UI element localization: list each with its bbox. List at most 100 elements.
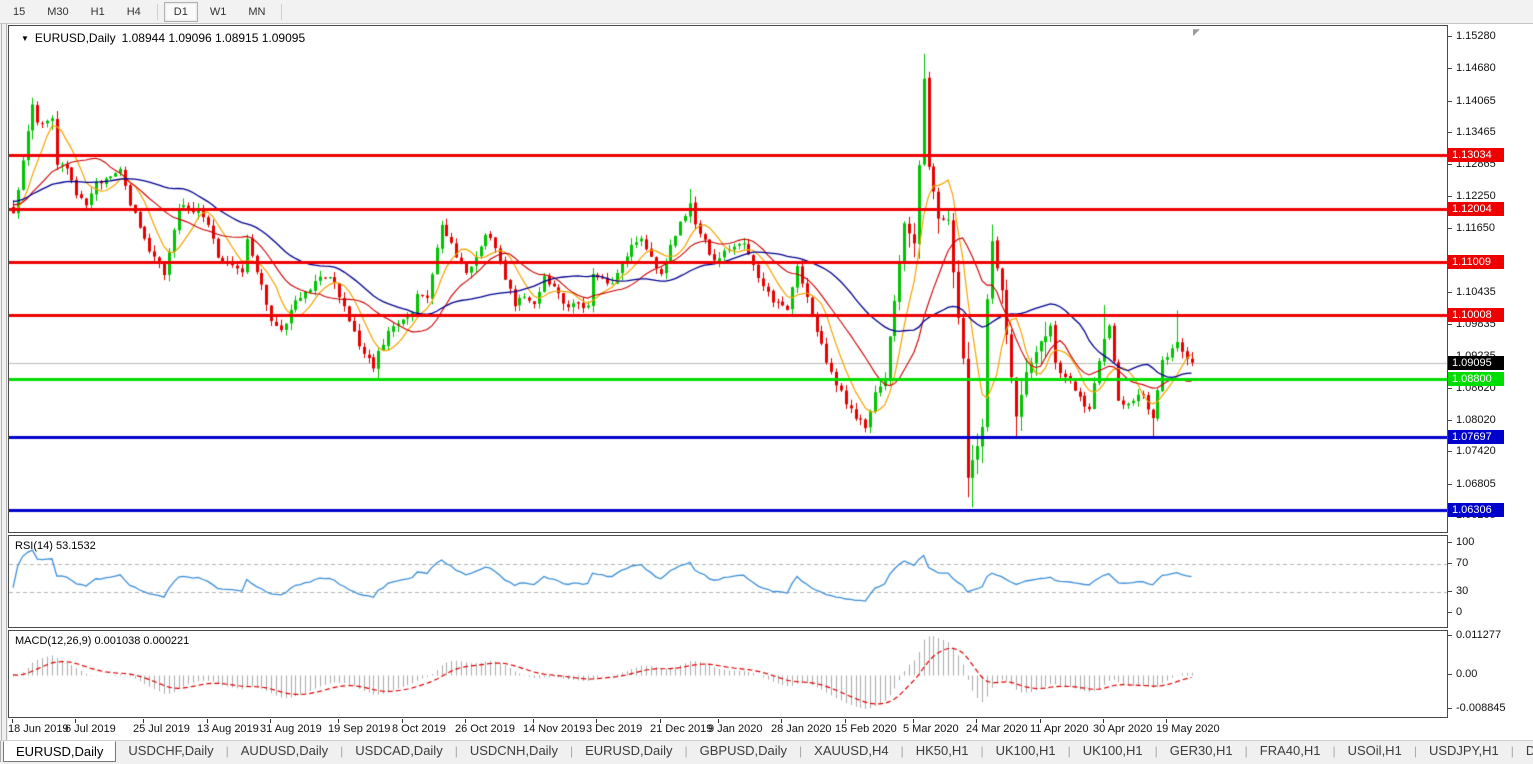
chart-tab-xauusd-h4[interactable]: XAUUSD,H4 (814, 743, 889, 758)
timeframe-button-mn[interactable]: MN (248, 5, 266, 18)
date-tick-mark (143, 719, 144, 723)
chart-tab-uk100-h1[interactable]: UK100,H1 (1082, 743, 1143, 758)
macd-tick-label: 0.00 (1456, 668, 1478, 680)
timeframe-button-w1[interactable]: W1 (209, 5, 227, 18)
date-tick-label: 24 Mar 2020 (966, 723, 1028, 735)
tab-separator: | (1154, 744, 1158, 758)
chart-tab-usdcnh-daily[interactable]: USDCNH,Daily (469, 743, 558, 758)
date-tick-label: 31 Aug 2019 (260, 723, 322, 735)
date-tick-mark (718, 719, 719, 723)
level-price-label: 1.07697 (1448, 430, 1504, 444)
timeframe-button-d1[interactable]: D1 (163, 1, 198, 22)
chart-shift-marker[interactable]: ◤ (1193, 27, 1200, 37)
price-tick-label: 1.11650 (1456, 222, 1495, 234)
chart-tab-usdjpy-h1[interactable]: USDJPY,H1 (1428, 743, 1499, 758)
tab-separator: | (1067, 744, 1071, 758)
date-tick-mark (845, 719, 846, 723)
toolbar-divider (156, 3, 158, 20)
date-tick-label: 14 Nov 2019 (523, 723, 586, 735)
chart-tab-gbpusd-daily[interactable]: GBPUSD,Daily (699, 743, 788, 758)
date-tick-mark (1040, 719, 1041, 723)
price-tick-label: 1.15280 (1456, 30, 1496, 42)
chart-tab-bar: EURUSD,Daily USDCHF,Daily | AUDUSD,Daily | US… (0, 740, 1533, 764)
date-tick-mark (913, 719, 914, 723)
macd-indicator-pane: MACD(12,26,9) 0.001038 0.000221 (8, 630, 1448, 718)
window-left-frame (0, 24, 8, 764)
date-tick-label: 21 Dec 2019 (650, 723, 713, 735)
chart-tab-dj30-daily[interactable]: DJ30,Daily (1525, 743, 1533, 758)
chart-tab-usdchf-daily[interactable]: USDCHF,Daily (128, 743, 214, 758)
date-tick-label: 19 May 2020 (1156, 723, 1220, 735)
axis-tick (1448, 324, 1452, 325)
chart-tab-uk100-h1[interactable]: UK100,H1 (995, 743, 1056, 758)
timeframe-button-h1[interactable]: H1 (90, 5, 105, 18)
chart-tab-usdcad-daily[interactable]: USDCAD,Daily (355, 743, 443, 758)
date-tick-mark (465, 719, 466, 723)
rsi-indicator-pane: RSI(14) 53.1532 (8, 535, 1448, 628)
chart-tab-hk50-h1[interactable]: HK50,H1 (915, 743, 969, 758)
level-price-label: 1.11009 (1448, 255, 1504, 269)
tab-separator: | (980, 744, 984, 758)
price-tick-label: 1.13465 (1456, 126, 1496, 138)
axis-tick (1448, 542, 1452, 543)
tab-separator: | (799, 744, 803, 758)
timeframe-button-h4[interactable]: H4 (126, 5, 141, 18)
axis-tick (1448, 563, 1452, 564)
chart-tab-eurusd-daily[interactable]: EURUSD,Daily (3, 741, 117, 762)
tab-separator: | (1510, 744, 1514, 758)
level-price-label: 1.06306 (1448, 503, 1504, 517)
axis-tick (1448, 635, 1452, 636)
axis-tick (1448, 228, 1452, 229)
chart-tab-eurusd-daily[interactable]: EURUSD,Daily (585, 743, 673, 758)
axis-tick (1448, 68, 1452, 69)
date-tick-label: 5 Mar 2020 (903, 723, 959, 735)
symbol-dropdown-icon[interactable]: ▼ (21, 33, 29, 43)
date-tick-label: 19 Sep 2019 (328, 723, 391, 735)
rsi-tick-label: 70 (1456, 557, 1469, 569)
chart-tab-ger30-h1[interactable]: GER30,H1 (1169, 743, 1233, 758)
level-price-label: 1.08800 (1448, 372, 1504, 386)
chart-tab-usoil-h1[interactable]: USOil,H1 (1347, 743, 1402, 758)
tab-separator: | (1332, 744, 1336, 758)
level-price-label: 1.10008 (1448, 308, 1504, 322)
date-tick-label: 13 Aug 2019 (197, 723, 259, 735)
price-chart-canvas[interactable] (9, 26, 1447, 532)
axis-tick (1448, 196, 1452, 197)
chart-ohlc-values: 1.08944 1.09096 1.08915 1.09095 (121, 31, 306, 45)
date-tick-mark (270, 719, 271, 723)
price-axis[interactable]: 1.15280 1.14680 1.14065 1.13465 1.12865 1.122… (1448, 25, 1533, 718)
chart-tab-audusd-daily[interactable]: AUDUSD,Daily (240, 743, 329, 758)
tab-separator: | (454, 744, 458, 758)
rsi-canvas[interactable] (9, 536, 1447, 627)
axis-tick (1448, 708, 1452, 709)
date-axis[interactable]: 18 Jun 2019 6 Jul 2019 25 Jul 2019 13 Aug 2… (8, 719, 1448, 739)
date-tick-mark (1103, 719, 1104, 723)
axis-tick (1448, 36, 1452, 37)
date-tick-mark (533, 719, 534, 723)
timeframe-button-m30[interactable]: M30 (47, 5, 69, 18)
date-tick-label: 3 Dec 2019 (586, 723, 643, 735)
axis-tick (1448, 674, 1452, 675)
axis-tick (1448, 612, 1452, 613)
rsi-label: RSI(14) 53.1532 (15, 540, 96, 552)
date-tick-mark (976, 719, 977, 723)
date-tick-label: 9 Jan 2020 (708, 723, 763, 735)
tab-separator: | (569, 744, 574, 758)
price-tick-label: 1.14680 (1456, 62, 1496, 74)
macd-label: MACD(12,26,9) 0.001038 0.000221 (15, 635, 190, 647)
date-tick-label: 25 Jul 2019 (133, 723, 190, 735)
timeframe-toolbar: 15 M30 H1 H4 D1 W1 MN (0, 0, 1533, 24)
date-tick-mark (596, 719, 597, 723)
axis-tick (1448, 420, 1452, 421)
axis-tick (1448, 101, 1452, 102)
axis-tick (1448, 484, 1452, 485)
frame-groove (6, 24, 7, 764)
date-tick-label: 8 Oct 2019 (392, 723, 446, 735)
timeframe-button-15[interactable]: 15 (13, 5, 26, 18)
rsi-tick-label: 30 (1456, 585, 1469, 597)
axis-tick (1448, 591, 1452, 592)
date-tick-label: 28 Jan 2020 (771, 723, 832, 735)
date-tick-label: 18 Jun 2019 (8, 723, 69, 735)
macd-canvas[interactable] (9, 631, 1447, 717)
chart-tab-fra40-h1[interactable]: FRA40,H1 (1259, 743, 1321, 758)
